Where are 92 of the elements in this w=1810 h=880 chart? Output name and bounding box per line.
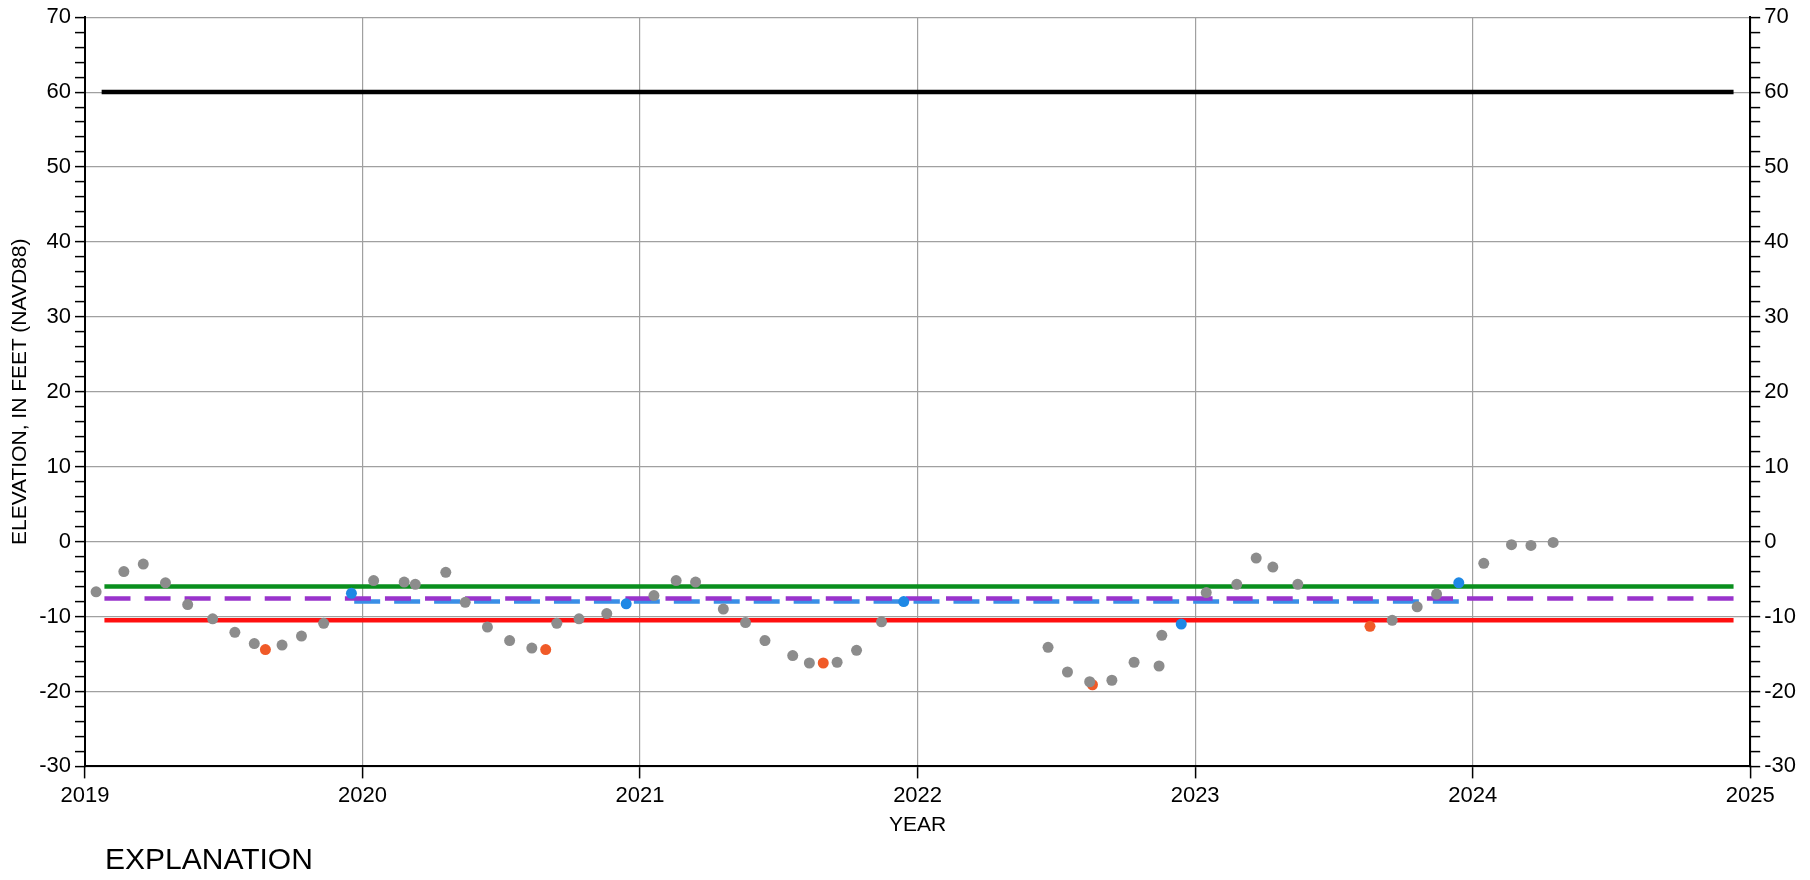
point: [1525, 539, 1537, 551]
y-tick-label: 70: [46, 3, 71, 29]
point: [851, 644, 863, 656]
point: [207, 613, 219, 625]
point: [295, 630, 307, 642]
point: [182, 599, 194, 611]
y2-tick-label: -30: [1764, 752, 1796, 778]
point: [1547, 536, 1559, 548]
y2-tick-label: 10: [1764, 452, 1789, 478]
y2-tick-label: 70: [1764, 3, 1789, 29]
point: [670, 575, 682, 587]
point: [648, 590, 660, 602]
point: [601, 608, 613, 620]
x-axis-title: YEAR: [889, 812, 947, 836]
point: [159, 577, 171, 589]
point: [1061, 666, 1073, 678]
x-tick-label: 2025: [1725, 781, 1775, 807]
y-axis-title: ELEVATION, IN FEET (NAVD88): [7, 238, 31, 546]
point: [345, 587, 357, 599]
point: [1156, 629, 1168, 641]
x-tick-label: 2022: [893, 781, 943, 807]
point: [1106, 674, 1118, 686]
point: [1506, 539, 1518, 551]
x-tick-label: 2023: [1170, 781, 1220, 807]
y-tick-label: 60: [46, 78, 71, 104]
y2-tick-label: 0: [1764, 527, 1777, 553]
point: [368, 575, 380, 587]
point: [259, 644, 271, 656]
x-tick-label: 2020: [338, 781, 388, 807]
point: [1042, 641, 1054, 653]
y-tick-label: 10: [46, 452, 71, 478]
point: [229, 626, 241, 638]
point: [817, 657, 829, 669]
point: [573, 613, 585, 625]
point: [1364, 620, 1376, 632]
y-tick-label: -30: [39, 752, 71, 778]
y2-tick-label: 20: [1764, 377, 1789, 403]
y-tick-label: 30: [46, 302, 71, 328]
point: [803, 657, 815, 669]
point: [1128, 656, 1140, 668]
point: [876, 616, 888, 628]
point: [526, 642, 538, 654]
point: [398, 576, 410, 588]
point: [459, 596, 471, 608]
y2-tick-label: 40: [1764, 228, 1789, 254]
y2-tick-label: 60: [1764, 78, 1789, 104]
point: [1267, 561, 1279, 573]
y-tick-label: 50: [46, 153, 71, 179]
point: [759, 635, 771, 647]
point: [1200, 587, 1212, 599]
y2-tick-label: -20: [1764, 677, 1796, 703]
point: [1478, 557, 1490, 569]
point: [540, 644, 552, 656]
point: [717, 603, 729, 615]
point: [137, 558, 149, 570]
point: [1386, 614, 1398, 626]
point: [276, 639, 288, 651]
point: [1292, 578, 1304, 590]
point: [409, 578, 421, 590]
point: [1411, 601, 1423, 613]
x-tick-label: 2024: [1448, 781, 1498, 807]
y2-tick-label: 30: [1764, 302, 1789, 328]
point: [1231, 578, 1243, 590]
point: [620, 598, 632, 610]
point: [898, 596, 910, 608]
point: [118, 566, 130, 578]
point: [551, 617, 563, 629]
point: [440, 566, 452, 578]
point: [318, 617, 330, 629]
x-tick-label: 2021: [615, 781, 665, 807]
point: [1153, 660, 1165, 672]
x-tick-label: 2019: [60, 781, 110, 807]
text: EXPLANATION: [105, 842, 313, 876]
y-tick-label: 40: [46, 228, 71, 254]
point: [1453, 577, 1465, 589]
y-tick-label: -20: [39, 677, 71, 703]
y-tick-label: 20: [46, 377, 71, 403]
point: [1250, 552, 1262, 564]
point: [504, 635, 516, 647]
point: [787, 650, 799, 662]
y-tick-label: -10: [39, 602, 71, 628]
point: [1175, 618, 1187, 630]
y-tick-label: 0: [58, 527, 71, 553]
point: [831, 656, 843, 668]
point: [90, 586, 102, 598]
point: [690, 576, 702, 588]
point: [1431, 588, 1443, 600]
point: [248, 638, 260, 650]
y2-tick-label: -10: [1764, 602, 1796, 628]
point: [740, 617, 752, 629]
point: [481, 621, 493, 633]
y2-tick-label: 50: [1764, 153, 1789, 179]
